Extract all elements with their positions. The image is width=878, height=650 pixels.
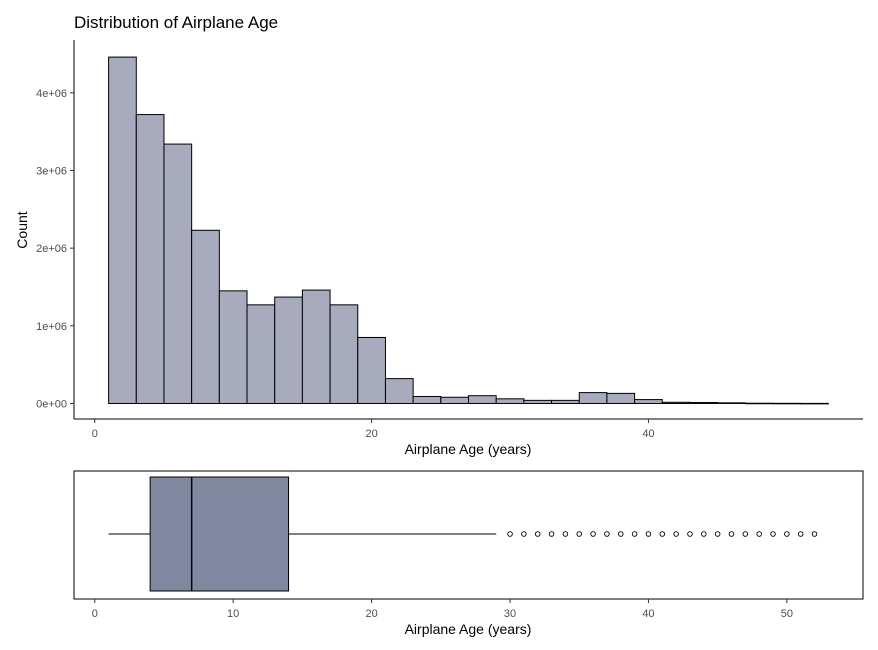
boxplot-x-tick-label: 10 (227, 608, 239, 620)
histogram-bar (440, 396, 470, 404)
boxplot-outlier-point (645, 531, 652, 537)
histogram-bar (661, 401, 691, 404)
boxplot-outlier-point (521, 531, 527, 537)
histogram-x-ticks: 0 20 40 (92, 419, 655, 440)
boxplot-outlier-point (576, 531, 582, 537)
boxplot-outlier-point (618, 531, 624, 537)
boxplot-outlier-point (631, 531, 638, 537)
histogram-x-tick-label: 20 (365, 428, 377, 440)
histogram-y-tick-label: 3e+06 (36, 165, 67, 177)
boxplot-x-ticks: 0 10 20 30 40 50 (92, 599, 793, 620)
boxplot-outlier-point (548, 531, 555, 537)
histogram-y-tick-label: 1e+06 (36, 321, 67, 333)
histogram-bar (717, 402, 746, 404)
histogram-y-axis-label: Count (14, 211, 30, 248)
histogram-y-tick-label: 2e+06 (36, 243, 67, 255)
histogram-x-axis-label: Airplane Age (years) (405, 441, 532, 457)
boxplot-outlier-point (659, 531, 666, 537)
histogram-bar (468, 395, 497, 404)
boxplot-box (149, 476, 290, 592)
boxplot-x-axis-label: Airplane Age (years) (405, 621, 532, 637)
histogram-bar (357, 336, 386, 404)
histogram-y-ticks: 0e+00 1e+06 2e+06 3e+06 4e+06 (36, 88, 74, 410)
boxplot-x-tick-label: 40 (642, 608, 654, 620)
histogram-bar (412, 395, 442, 404)
histogram-bar (578, 392, 608, 404)
boxplot-outlier-point (562, 531, 569, 537)
boxplot-outlier-point (742, 531, 749, 537)
histogram-bar (523, 399, 553, 404)
boxplot-outlier-point (714, 531, 721, 537)
boxplot-panel-border (73, 470, 864, 600)
boxplot-outlier-point (701, 531, 707, 537)
boxplot-outlier-point (534, 531, 541, 537)
histogram-bar (634, 399, 663, 404)
boxplot-outlier-point (507, 531, 513, 537)
boxplot-x-tick-label: 30 (504, 608, 516, 620)
histogram-y-tick-label: 0e+00 (36, 398, 67, 410)
boxplot-outlier-point (673, 531, 679, 537)
histogram-bar (191, 229, 220, 404)
boxplot-outlier-point (687, 531, 693, 537)
histogram-bar (329, 304, 359, 404)
histogram-x-tick-label: 40 (642, 428, 654, 440)
chart-title: Distribution of Airplane Age (74, 13, 278, 32)
histogram-bar (689, 402, 719, 404)
boxplot-outlier-point (784, 531, 790, 537)
boxplot-outlier-point (770, 531, 776, 537)
boxplot-outlier-point (797, 531, 804, 537)
histogram-bar (744, 402, 774, 405)
histogram-bar (606, 392, 636, 404)
boxplot-panel: 0 10 20 30 40 50 Airplane Age (years) (73, 470, 864, 637)
histogram-bar (301, 289, 331, 404)
histogram-bar (108, 56, 137, 404)
histogram-bar (384, 378, 414, 404)
histogram-bar (800, 402, 829, 405)
boxplot-outlier-point (728, 531, 735, 537)
histogram-bar (218, 290, 248, 404)
histogram-panel: Distribution of Airplane Age 0e+00 1e+06 2… (14, 13, 863, 457)
histogram-y-tick-label: 4e+06 (36, 88, 67, 100)
boxplot-outlier-point (604, 531, 610, 537)
histogram-bar (163, 143, 193, 404)
histogram-bar (246, 304, 276, 404)
histogram-bar (274, 296, 303, 404)
boxplot-outlier-point (590, 531, 596, 537)
boxplot-x-tick-label: 50 (781, 608, 793, 620)
histogram-bar (551, 399, 580, 404)
boxplot-x-tick-label: 0 (92, 608, 98, 620)
boxplot-x-tick-label: 20 (365, 608, 377, 620)
histogram-bar (135, 114, 165, 404)
histogram-bars (108, 56, 829, 405)
histogram-x-tick-label: 0 (92, 428, 98, 440)
boxplot-elements (108, 476, 818, 592)
histogram-bar (772, 402, 802, 405)
histogram-bar (495, 398, 525, 404)
boxplot-outlier-point (811, 531, 818, 537)
boxplot-outlier-point (756, 531, 762, 537)
